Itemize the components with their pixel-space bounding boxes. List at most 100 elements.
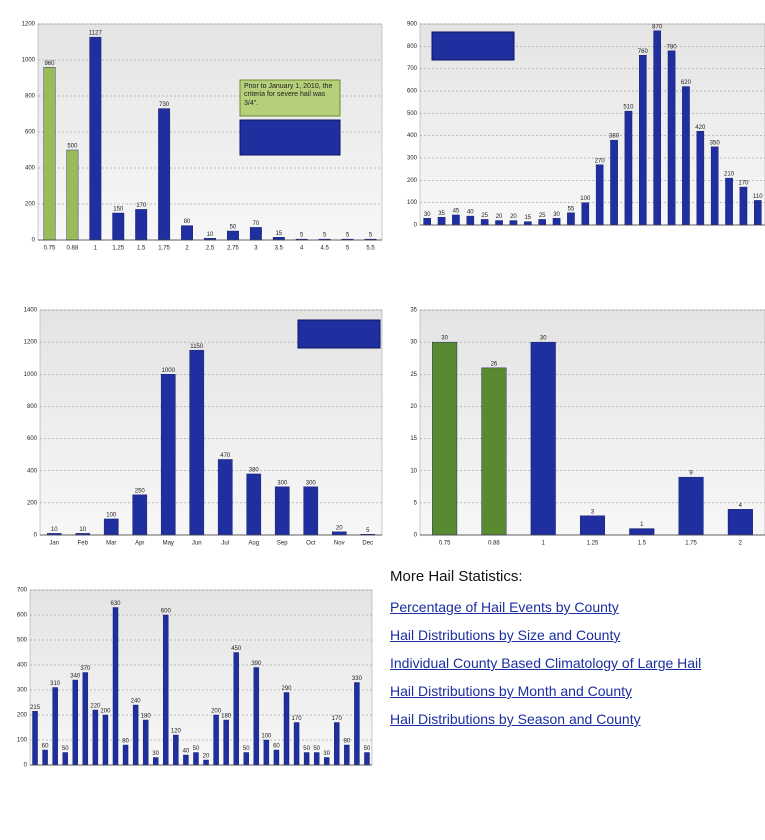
bar xyxy=(189,349,205,536)
x-tick-label: 4 xyxy=(300,246,304,252)
x-tick-label: 0.88 xyxy=(67,246,79,252)
bar xyxy=(163,614,169,766)
bar xyxy=(293,722,300,766)
y-tick-label: 1200 xyxy=(24,340,38,346)
link[interactable]: Hail Distributions by Season and County xyxy=(390,711,641,727)
bar xyxy=(142,719,149,766)
bar xyxy=(52,687,58,766)
y-tick-label: 400 xyxy=(17,663,28,669)
y-tick-label: 0 xyxy=(32,238,36,244)
y-tick-label: 400 xyxy=(27,468,38,474)
value-label: 40 xyxy=(467,210,474,216)
value-label: 1127 xyxy=(89,31,103,37)
x-tick-label: 1.25 xyxy=(112,246,124,252)
y-tick-label: 500 xyxy=(17,638,28,644)
bar xyxy=(203,759,209,766)
bar xyxy=(452,214,460,226)
bar xyxy=(524,221,532,226)
value-label: 55 xyxy=(568,206,575,212)
bar xyxy=(263,739,270,766)
bar xyxy=(183,754,189,766)
value-label: 450 xyxy=(231,646,242,652)
value-label: 30 xyxy=(540,336,547,342)
value-label: 4 xyxy=(739,503,743,509)
x-tick-label: 1.5 xyxy=(137,246,146,252)
bar xyxy=(158,108,171,241)
value-label: 620 xyxy=(681,80,692,86)
value-label: 1150 xyxy=(190,344,204,350)
value-label: 180 xyxy=(221,714,232,720)
value-label: 510 xyxy=(623,105,634,111)
value-label: 30 xyxy=(553,212,560,218)
value-label: 20 xyxy=(496,214,503,220)
value-label: 30 xyxy=(424,212,431,218)
value-label: 760 xyxy=(638,49,649,55)
bar xyxy=(727,509,753,536)
value-label: 45 xyxy=(453,209,460,215)
link[interactable]: Individual County Based Climatology of L… xyxy=(390,655,702,671)
link[interactable]: Hail Distributions by Month and County xyxy=(390,683,633,699)
value-label: 60 xyxy=(273,744,280,750)
legend-box xyxy=(297,319,381,349)
bar xyxy=(437,216,446,226)
x-tick-label: 4.5 xyxy=(320,246,329,252)
x-tick-label: 2 xyxy=(185,246,189,252)
y-tick-label: 35 xyxy=(410,308,417,314)
value-label: 100 xyxy=(261,734,272,740)
bar xyxy=(82,672,89,766)
bar xyxy=(160,374,176,536)
x-tick-label: 0.88 xyxy=(488,541,500,547)
bar xyxy=(92,709,99,766)
value-label: 170 xyxy=(136,203,147,209)
x-tick-label: 5.5 xyxy=(366,246,375,252)
y-tick-label: 500 xyxy=(407,111,418,117)
value-label: 9 xyxy=(689,471,693,477)
value-label: 500 xyxy=(67,144,78,150)
value-label: 26 xyxy=(491,361,498,367)
value-label: 170 xyxy=(738,181,749,187)
y-tick-label: 300 xyxy=(17,688,28,694)
value-label: 25 xyxy=(539,213,546,219)
y-tick-label: 800 xyxy=(27,404,38,410)
x-tick-label: 1 xyxy=(94,246,98,252)
x-tick-label: Oct xyxy=(306,541,316,547)
bar xyxy=(181,225,193,241)
value-label: 5 xyxy=(300,233,304,239)
links-heading: More Hail Statistics: xyxy=(390,568,523,585)
y-tick-label: 800 xyxy=(25,94,36,100)
bar xyxy=(667,50,676,226)
x-tick-label: Jul xyxy=(221,541,229,547)
value-label: 15 xyxy=(275,231,282,237)
bar xyxy=(530,341,556,536)
bar xyxy=(581,202,590,226)
y-tick-label: 200 xyxy=(407,178,418,184)
y-tick-label: 800 xyxy=(407,44,418,50)
legend-box xyxy=(239,119,341,156)
value-label: 20 xyxy=(336,525,343,531)
value-label: 50 xyxy=(62,746,69,752)
bar xyxy=(132,494,148,536)
link[interactable]: Percentage of Hail Events by County xyxy=(390,599,619,615)
y-tick-label: 0 xyxy=(414,533,418,539)
bar xyxy=(246,473,262,536)
bar xyxy=(283,692,290,766)
value-label: 50 xyxy=(193,746,200,752)
x-tick-label: 3 xyxy=(254,246,258,252)
value-label: 380 xyxy=(249,468,260,474)
value-label: 380 xyxy=(609,134,620,140)
bar xyxy=(364,752,370,766)
x-tick-label: 1.5 xyxy=(638,541,647,547)
bar xyxy=(334,722,340,766)
link[interactable]: Hail Distributions by Size and County xyxy=(390,627,621,643)
y-tick-label: 30 xyxy=(410,340,417,346)
y-tick-label: 700 xyxy=(407,66,418,72)
bar xyxy=(696,130,705,226)
x-tick-label: 0.75 xyxy=(44,246,56,252)
value-label: 50 xyxy=(230,225,237,231)
value-label: 5 xyxy=(346,233,350,239)
y-tick-label: 100 xyxy=(407,200,418,206)
value-label: 180 xyxy=(141,714,152,720)
bar xyxy=(193,752,199,766)
